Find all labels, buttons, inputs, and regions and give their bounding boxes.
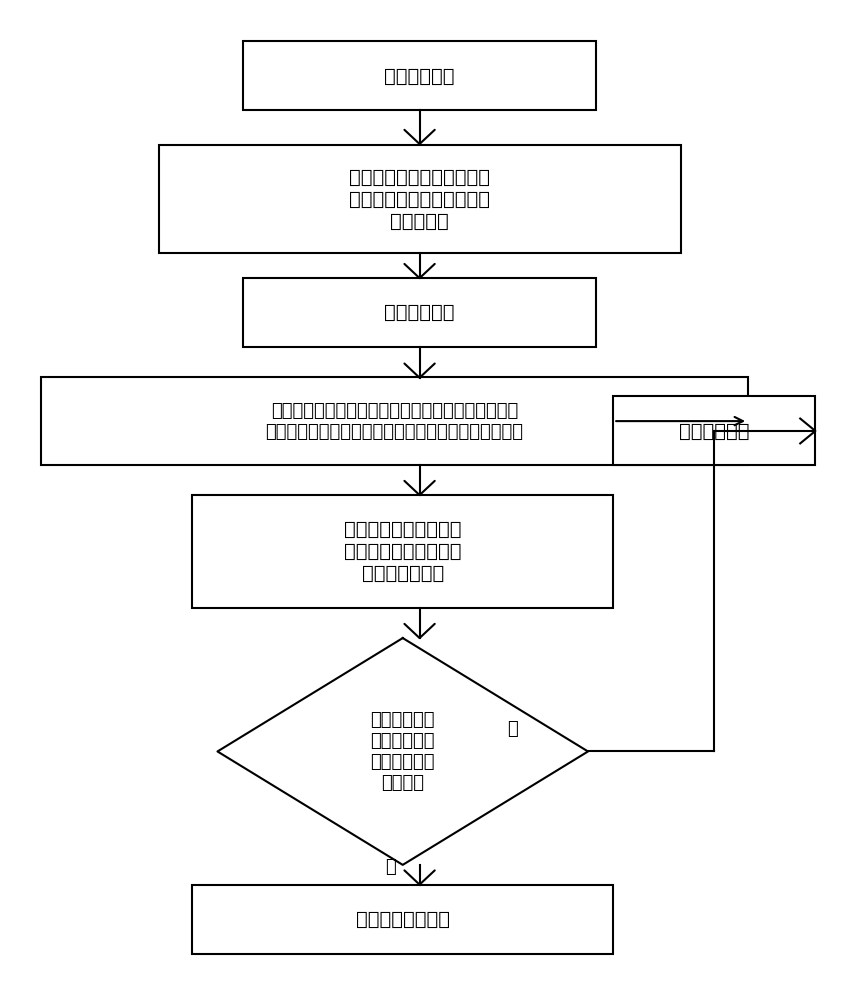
Text: 调节半波片，使从左侧和右
侧入射到真空腔的两束捕获
光光强相等: 调节半波片，使从左侧和右 侧入射到真空腔的两束捕获 光光强相等 [349,168,490,231]
FancyBboxPatch shape [243,278,597,347]
Text: 是: 是 [384,858,395,876]
Text: 是否通过三轴
平衡探测器观
察到稳定的捕
获信号？: 是否通过三轴 平衡探测器观 察到稳定的捕 获信号？ [371,711,435,792]
Text: 通过每一轴的平衡探测器得到的差分信号来反馈控制
对应轴的声光调制器，从而控制每一轴的冷却光光强。: 通过每一轴的平衡探测器得到的差分信号来反馈控制 对应轴的声光调制器，从而控制每一… [265,402,523,441]
FancyBboxPatch shape [193,885,613,954]
FancyBboxPatch shape [193,495,613,608]
Text: 调节反馈系数: 调节反馈系数 [679,421,750,440]
Text: 开启起支装置，使微纳
粒子脱离起支装置，进
入光阱捕获区。: 开启起支装置，使微纳 粒子脱离起支装置，进 入光阱捕获区。 [344,520,461,583]
FancyBboxPatch shape [158,145,681,253]
Text: 开启捕获光源: 开启捕获光源 [384,66,455,85]
Text: 否: 否 [507,720,518,738]
FancyBboxPatch shape [40,377,748,465]
Text: 开启冷却光源: 开启冷却光源 [384,303,455,322]
FancyBboxPatch shape [243,41,597,110]
Text: 小球已被稳定捕获: 小球已被稳定捕获 [356,910,449,929]
FancyBboxPatch shape [613,396,816,465]
